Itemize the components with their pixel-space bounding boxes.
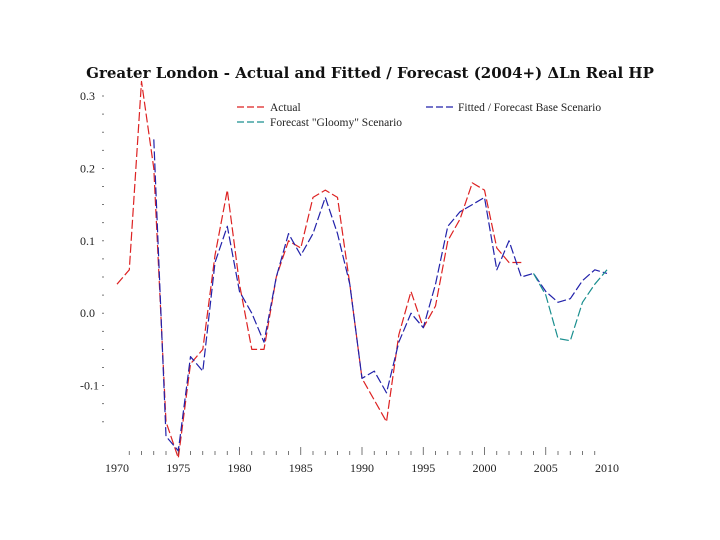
- legend: Actual Fitted / Forecast Base Scenario F…: [237, 102, 601, 129]
- series-group: [116, 80, 608, 459]
- x-tick-label: 2010: [595, 461, 619, 475]
- legend-label-actual: Actual: [270, 102, 301, 114]
- y-tick-label: 0.2: [80, 161, 95, 175]
- axis-ticks: 0.3 0.2 0.1 0.0 -0.1 1970 1975 1980 1985 1990 1995…: [80, 89, 619, 475]
- y-tick-label: -0.1: [80, 379, 99, 393]
- x-tick-label: 1995: [411, 461, 435, 475]
- y-tick-label: 0.1: [80, 234, 95, 248]
- chart-title: Greater London - Actual and Fitted / For…: [86, 64, 654, 82]
- y-tick-label: 0.0: [80, 306, 95, 320]
- legend-label-gloomy: Forecast "Gloomy" Scenario: [270, 117, 402, 129]
- legend-label-fitted: Fitted / Forecast Base Scenario: [458, 102, 601, 114]
- x-tick-label: 2000: [473, 461, 497, 475]
- x-tick-label: 1975: [166, 461, 190, 475]
- x-tick-label: 1990: [350, 461, 374, 475]
- y-tick-label: 0.3: [80, 89, 95, 103]
- x-tick-label: 1985: [289, 461, 313, 475]
- x-tick-label: 2005: [534, 461, 558, 475]
- x-tick-label: 1970: [105, 461, 129, 475]
- series-line-2: [532, 269, 608, 342]
- series-line-0: [116, 80, 522, 459]
- x-tick-label: 1980: [228, 461, 252, 475]
- series-line-1: [153, 139, 608, 452]
